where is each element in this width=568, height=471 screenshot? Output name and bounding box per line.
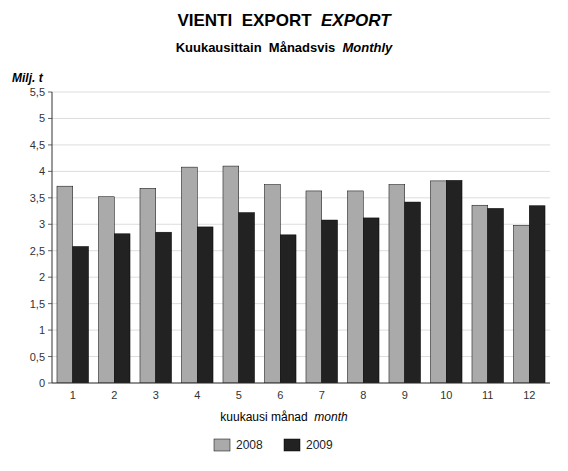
x-axis-label-part: kuukausi månad [220,410,314,424]
y-tick-label: 3,5 [30,192,45,204]
grid-line [52,383,550,384]
x-tick-label: 3 [153,389,159,401]
grid [52,92,550,383]
bar [73,246,89,383]
legend-label: 2008 [236,438,263,452]
bar [197,227,213,383]
y-tick-label: 1,5 [30,298,45,310]
y-tick [48,356,52,357]
y-tick [48,144,52,145]
x-tick-label: 4 [194,389,200,401]
x-tick-label: 12 [523,389,535,401]
y-tick [48,118,52,119]
y-tick [48,171,52,172]
y-tick-label: 2 [39,271,45,283]
y-tick-label: 0 [39,377,45,389]
y-tick-label: 5 [39,112,45,124]
bar [513,225,529,383]
x-tick-label: 6 [277,389,283,401]
bar [156,232,172,383]
bar [488,208,504,383]
bar [239,213,255,383]
bar [347,191,363,383]
bar [446,180,462,383]
grid-line [52,144,550,145]
bar [472,205,488,383]
subtitle: Kuukausittain Månadsvis Monthly [176,40,393,55]
y-tick-label: 5,5 [30,86,45,98]
title: VIENTI EXPORT EXPORT [177,11,392,30]
x-tick-label: 11 [482,389,493,401]
x-tick-label: 5 [236,389,242,401]
bar [405,202,421,383]
y-tick-label: 3 [39,218,45,230]
x-axis-label-italic: month [314,410,348,424]
x-tick-label: 9 [402,389,408,401]
grid-line [52,197,550,198]
x-tick-label: 2 [111,389,117,401]
legend-label: 2009 [306,438,333,452]
title-italic: EXPORT [321,11,392,30]
x-axis-label: kuukausi månad month [220,410,348,424]
y-tick [48,250,52,251]
bars [57,166,545,383]
chart: VIENTI EXPORT EXPORT Kuukausittain Månads… [0,0,568,471]
y-tick [48,383,52,384]
grid-line [52,171,550,172]
bar [114,234,130,383]
y-tick-label: 2,5 [30,245,45,257]
bar [306,191,322,383]
y-tick [48,197,52,198]
bar [430,181,446,383]
grid-line [52,92,550,93]
legend: 2008 2009 [214,438,333,452]
x-tick-label: 1 [70,389,76,401]
bar [181,167,197,383]
x-tick-label: 8 [360,389,366,401]
bar [389,185,405,383]
y-axis-label: Milj. t [12,71,44,85]
grid-line [52,118,550,119]
bar [223,166,239,383]
bar [98,197,114,383]
subtitle-italic: Monthly [343,40,394,55]
y-tick-label: 0,5 [30,351,45,363]
y-tick [48,277,52,278]
bar [264,185,280,383]
bar [140,188,156,383]
y-tick-label: 1 [39,324,45,336]
legend-swatch [284,439,300,451]
bar [57,186,73,383]
y-tick-label: 4 [39,165,45,177]
y-tick [48,303,52,304]
y-tick [48,92,52,93]
title-part: VIENTI EXPORT [177,11,321,30]
x-tick-label: 7 [319,389,325,401]
y-tick [48,224,52,225]
bar [529,206,545,383]
bar [322,220,338,383]
x-tick-label: 10 [440,389,452,401]
x-axis [52,383,550,384]
y-tick [48,330,52,331]
bar [363,218,379,383]
legend-swatch [214,439,230,451]
bar [280,235,296,383]
y-tick-label: 4,5 [30,139,45,151]
y-axis [52,92,53,383]
subtitle-part: Kuukausittain Månadsvis [176,40,343,55]
